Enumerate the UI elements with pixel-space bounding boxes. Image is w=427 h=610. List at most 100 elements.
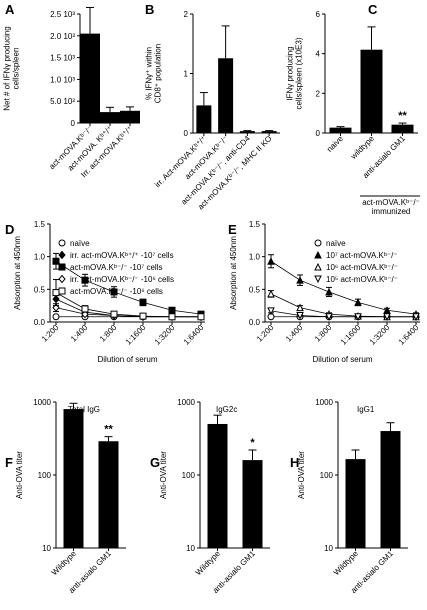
legend-entry-D: naïve (70, 239, 90, 248)
bar-F (98, 441, 119, 548)
series-line-D (55, 260, 202, 315)
legend-entry-E: 10⁵ act-mOVA.Kᵇ⁻/⁻ (326, 275, 398, 284)
marker-E (325, 313, 333, 321)
panel-label-G: G (150, 455, 160, 470)
chart-title-F: Total IgG (68, 405, 100, 414)
marker-D (81, 305, 89, 313)
y-tick-label-G: 100 (182, 471, 196, 480)
panel-label-F: F (5, 455, 13, 470)
series-line-D (55, 298, 201, 318)
y-tick-label-C: 2 (316, 89, 321, 98)
panel-label-D: D (5, 222, 14, 237)
y-tick-label-H: 10 (324, 544, 333, 553)
marker-E (296, 303, 304, 312)
marker-D-legend (58, 239, 66, 247)
x-tick-label-D: 1:400 (69, 323, 90, 344)
y-tick-label-H: 100 (320, 471, 334, 480)
x-tick-label-E: 1:6400 (397, 323, 421, 347)
x-tick-label-D: 1:800 (98, 323, 119, 344)
marker-D (110, 288, 118, 296)
bar-H (380, 431, 401, 548)
chart-title-H: IgG1 (357, 405, 375, 414)
group-label-C: act-mOVA.Kᵇ⁻/⁻ (362, 198, 420, 207)
y-tick-label-B: 2 (184, 10, 189, 19)
marker-D-legend (58, 274, 66, 284)
bar-C (391, 124, 414, 133)
x-tick-label-D: 1:3200 (153, 323, 177, 347)
y-tick-label-G: 1000 (177, 398, 195, 407)
marker-D (139, 312, 147, 320)
x-tick-label-H: Wildtype (332, 549, 360, 577)
bar-A (100, 112, 120, 123)
marker-E-legend (314, 262, 322, 271)
marker-E (296, 276, 304, 284)
legend-entry-E: naïve (326, 239, 346, 248)
y-axis-label-A: Net # of IFNγ producing (3, 26, 12, 110)
y-tick-label-C: 6 (316, 10, 321, 19)
legend-entry-E: 10⁶ act-mOVA.Kᵇ⁻/⁻ (326, 263, 398, 272)
marker-E (354, 298, 362, 306)
x-tick-label-C: naive (325, 134, 345, 154)
y-tick-label-D: 1.5 (34, 220, 46, 229)
y-tick-label-E: 1.0 (249, 253, 261, 262)
panel-label-E: E (228, 222, 237, 237)
y-axis-label-B: % IFNγ⁺ within (145, 47, 154, 100)
y-tick-label-C: 4 (316, 50, 321, 59)
y-tick-label-A: 2.0 10³ (50, 32, 75, 41)
y-tick-label-E: 0.0 (249, 318, 261, 327)
bar-C (360, 49, 383, 134)
series-line-E (270, 260, 417, 315)
marker-D (110, 310, 118, 318)
marker-E (412, 313, 420, 321)
panel-label-B: B (145, 2, 154, 17)
y-axis-label-B: CD8⁺ population (154, 44, 163, 103)
marker-D (81, 276, 89, 284)
bar-C (329, 127, 352, 133)
marker-E-legend (314, 239, 322, 247)
legend-entry-D: act-mOVA.Kᵇ⁻/⁻ -10⁶ cells (70, 287, 163, 296)
marker-E (267, 289, 275, 298)
y-tick-label-A: 1.5 10³ (50, 54, 75, 63)
y-tick-label-F: 100 (38, 471, 52, 480)
panel-label-A: A (5, 2, 15, 17)
chart-title-G: IgG2c (216, 405, 237, 414)
y-tick-label-H: 1000 (315, 398, 333, 407)
bar-A (80, 33, 100, 124)
marker-E (267, 257, 275, 265)
y-axis-label-G: Anti-OVA titer (159, 451, 168, 499)
y-tick-label-F: 1000 (33, 398, 51, 407)
y-axis-label-A: cells/spleen (12, 48, 21, 90)
y-axis-label-E: Absorption at 450nm (229, 236, 238, 310)
marker-D (168, 306, 176, 314)
bar-F (63, 409, 84, 548)
marker-D (52, 289, 60, 297)
y-tick-label-B: 1 (184, 70, 189, 79)
marker-D (197, 313, 205, 321)
x-axis-label-D: Dilution of serum (97, 355, 157, 364)
x-tick-label-E: 1:400 (284, 323, 305, 344)
marker-E-legend (314, 250, 322, 259)
significance-mark-F: ** (104, 424, 113, 436)
bar-H (345, 459, 366, 548)
y-axis-label-H: Anti-OVA titer (297, 451, 306, 499)
x-tick-label-G: Wildtype (194, 549, 222, 577)
panel-label-H: H (290, 455, 299, 470)
significance-mark-G: * (250, 437, 255, 449)
x-tick-label-F: Wildtype (50, 549, 78, 577)
x-tick-label-C: wildtype (348, 134, 376, 162)
bar-B (239, 131, 255, 133)
x-tick-label-D: 1:6400 (182, 323, 206, 347)
y-tick-label-F: 10 (42, 544, 51, 553)
y-tick-label-E: 1.5 (249, 220, 261, 229)
series-line-D (55, 292, 201, 318)
bar-B (261, 131, 277, 133)
group-label-C: immunized (372, 207, 411, 216)
y-tick-label-D: 0.0 (34, 318, 46, 327)
y-axis-label-F: Anti-OVA titer (15, 451, 24, 499)
x-tick-label-E: 1:800 (313, 323, 334, 344)
y-tick-label-A: 0 (71, 119, 76, 128)
y-axis-label-C: IFNγ producing (286, 46, 295, 100)
marker-E (354, 313, 362, 321)
marker-D-legend (58, 250, 66, 260)
legend-entry-D: act-mOVA.Kᵇ⁻/⁻ -10⁷ cells (70, 263, 162, 272)
